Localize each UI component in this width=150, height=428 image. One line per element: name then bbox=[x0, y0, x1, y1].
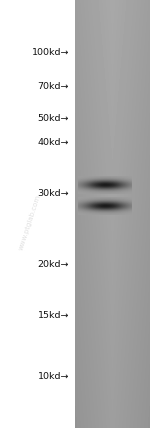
Text: 50kd→: 50kd→ bbox=[38, 113, 69, 123]
Text: 15kd→: 15kd→ bbox=[38, 310, 69, 320]
Text: 30kd→: 30kd→ bbox=[37, 189, 69, 199]
Text: 40kd→: 40kd→ bbox=[38, 137, 69, 147]
Text: 10kd→: 10kd→ bbox=[38, 372, 69, 381]
Text: www.ptglab.com: www.ptglab.com bbox=[18, 194, 42, 251]
Text: 100kd→: 100kd→ bbox=[32, 48, 69, 57]
Text: 70kd→: 70kd→ bbox=[38, 81, 69, 91]
Text: 20kd→: 20kd→ bbox=[38, 259, 69, 269]
